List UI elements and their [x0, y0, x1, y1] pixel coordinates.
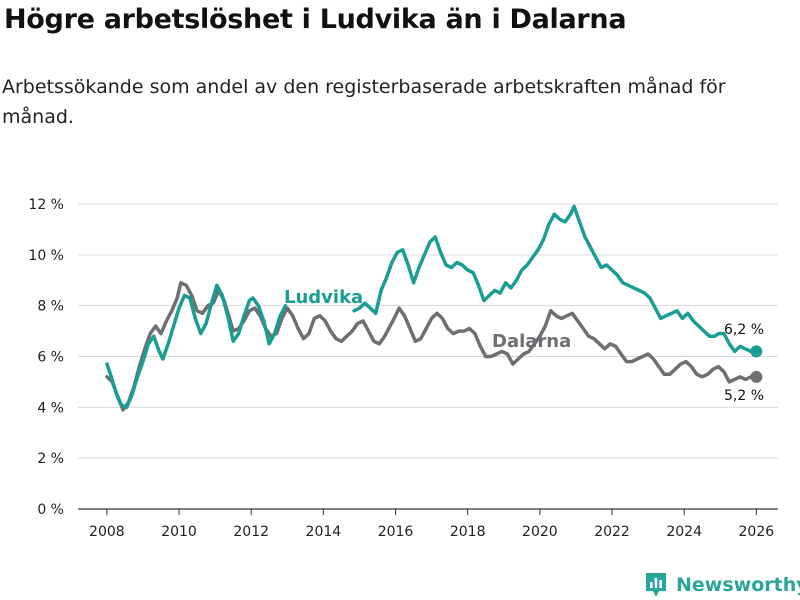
series-label-ludvika: Ludvika: [284, 287, 363, 308]
y-axis-ticks: 0 % 2 % 4 % 6 % 8 % 10 % 12 %: [28, 197, 64, 518]
brand-logo: Newsworthy: [644, 570, 800, 600]
x-tick-label: 2012: [233, 524, 269, 540]
series-line-ludvika-cont: [352, 204, 759, 354]
chart-subtitle: Arbetssökande som andel av den registerb…: [2, 76, 726, 128]
end-point-ludvika: [750, 345, 763, 358]
x-tick-label: 2016: [378, 524, 414, 540]
x-tick-label: 2008: [89, 524, 125, 540]
end-label-dalarna: 5,2 %: [724, 388, 764, 404]
x-tick-label: 2018: [450, 524, 486, 540]
series-label-dalarna: Dalarna: [492, 331, 571, 352]
x-tick-label: 2010: [161, 524, 197, 540]
series-lines: [105, 204, 763, 412]
y-tick-label: 8 %: [37, 299, 64, 315]
x-axis-ticks: 2008 2010 2012 2014 2016 2018 2020 2022 2024 2026: [89, 509, 774, 540]
x-tick-label: 2020: [522, 524, 558, 540]
series-line-ludvika: [105, 283, 288, 410]
x-tick-label: 2024: [666, 524, 702, 540]
y-tick-label: 4 %: [37, 400, 64, 416]
x-tick-label: 2026: [739, 524, 775, 540]
x-tick-label: 2014: [306, 524, 342, 540]
newsworthy-logo-icon: [646, 573, 666, 597]
end-label-ludvika: 6,2 %: [724, 322, 764, 338]
y-tick-label: 10 %: [28, 248, 64, 264]
y-tick-label: 6 %: [37, 350, 64, 366]
x-tick-label: 2022: [594, 524, 630, 540]
gridlines: [78, 203, 778, 510]
y-tick-label: 0 %: [37, 502, 64, 518]
series-line-dalarna: [105, 281, 759, 412]
y-tick-label: 12 %: [28, 197, 64, 213]
end-point-dalarna: [750, 370, 763, 383]
chart-title: Högre arbetslöshet i Ludvika än i Dalarn…: [4, 4, 627, 35]
brand-name: Newsworthy: [676, 574, 800, 596]
y-tick-label: 2 %: [37, 451, 64, 467]
